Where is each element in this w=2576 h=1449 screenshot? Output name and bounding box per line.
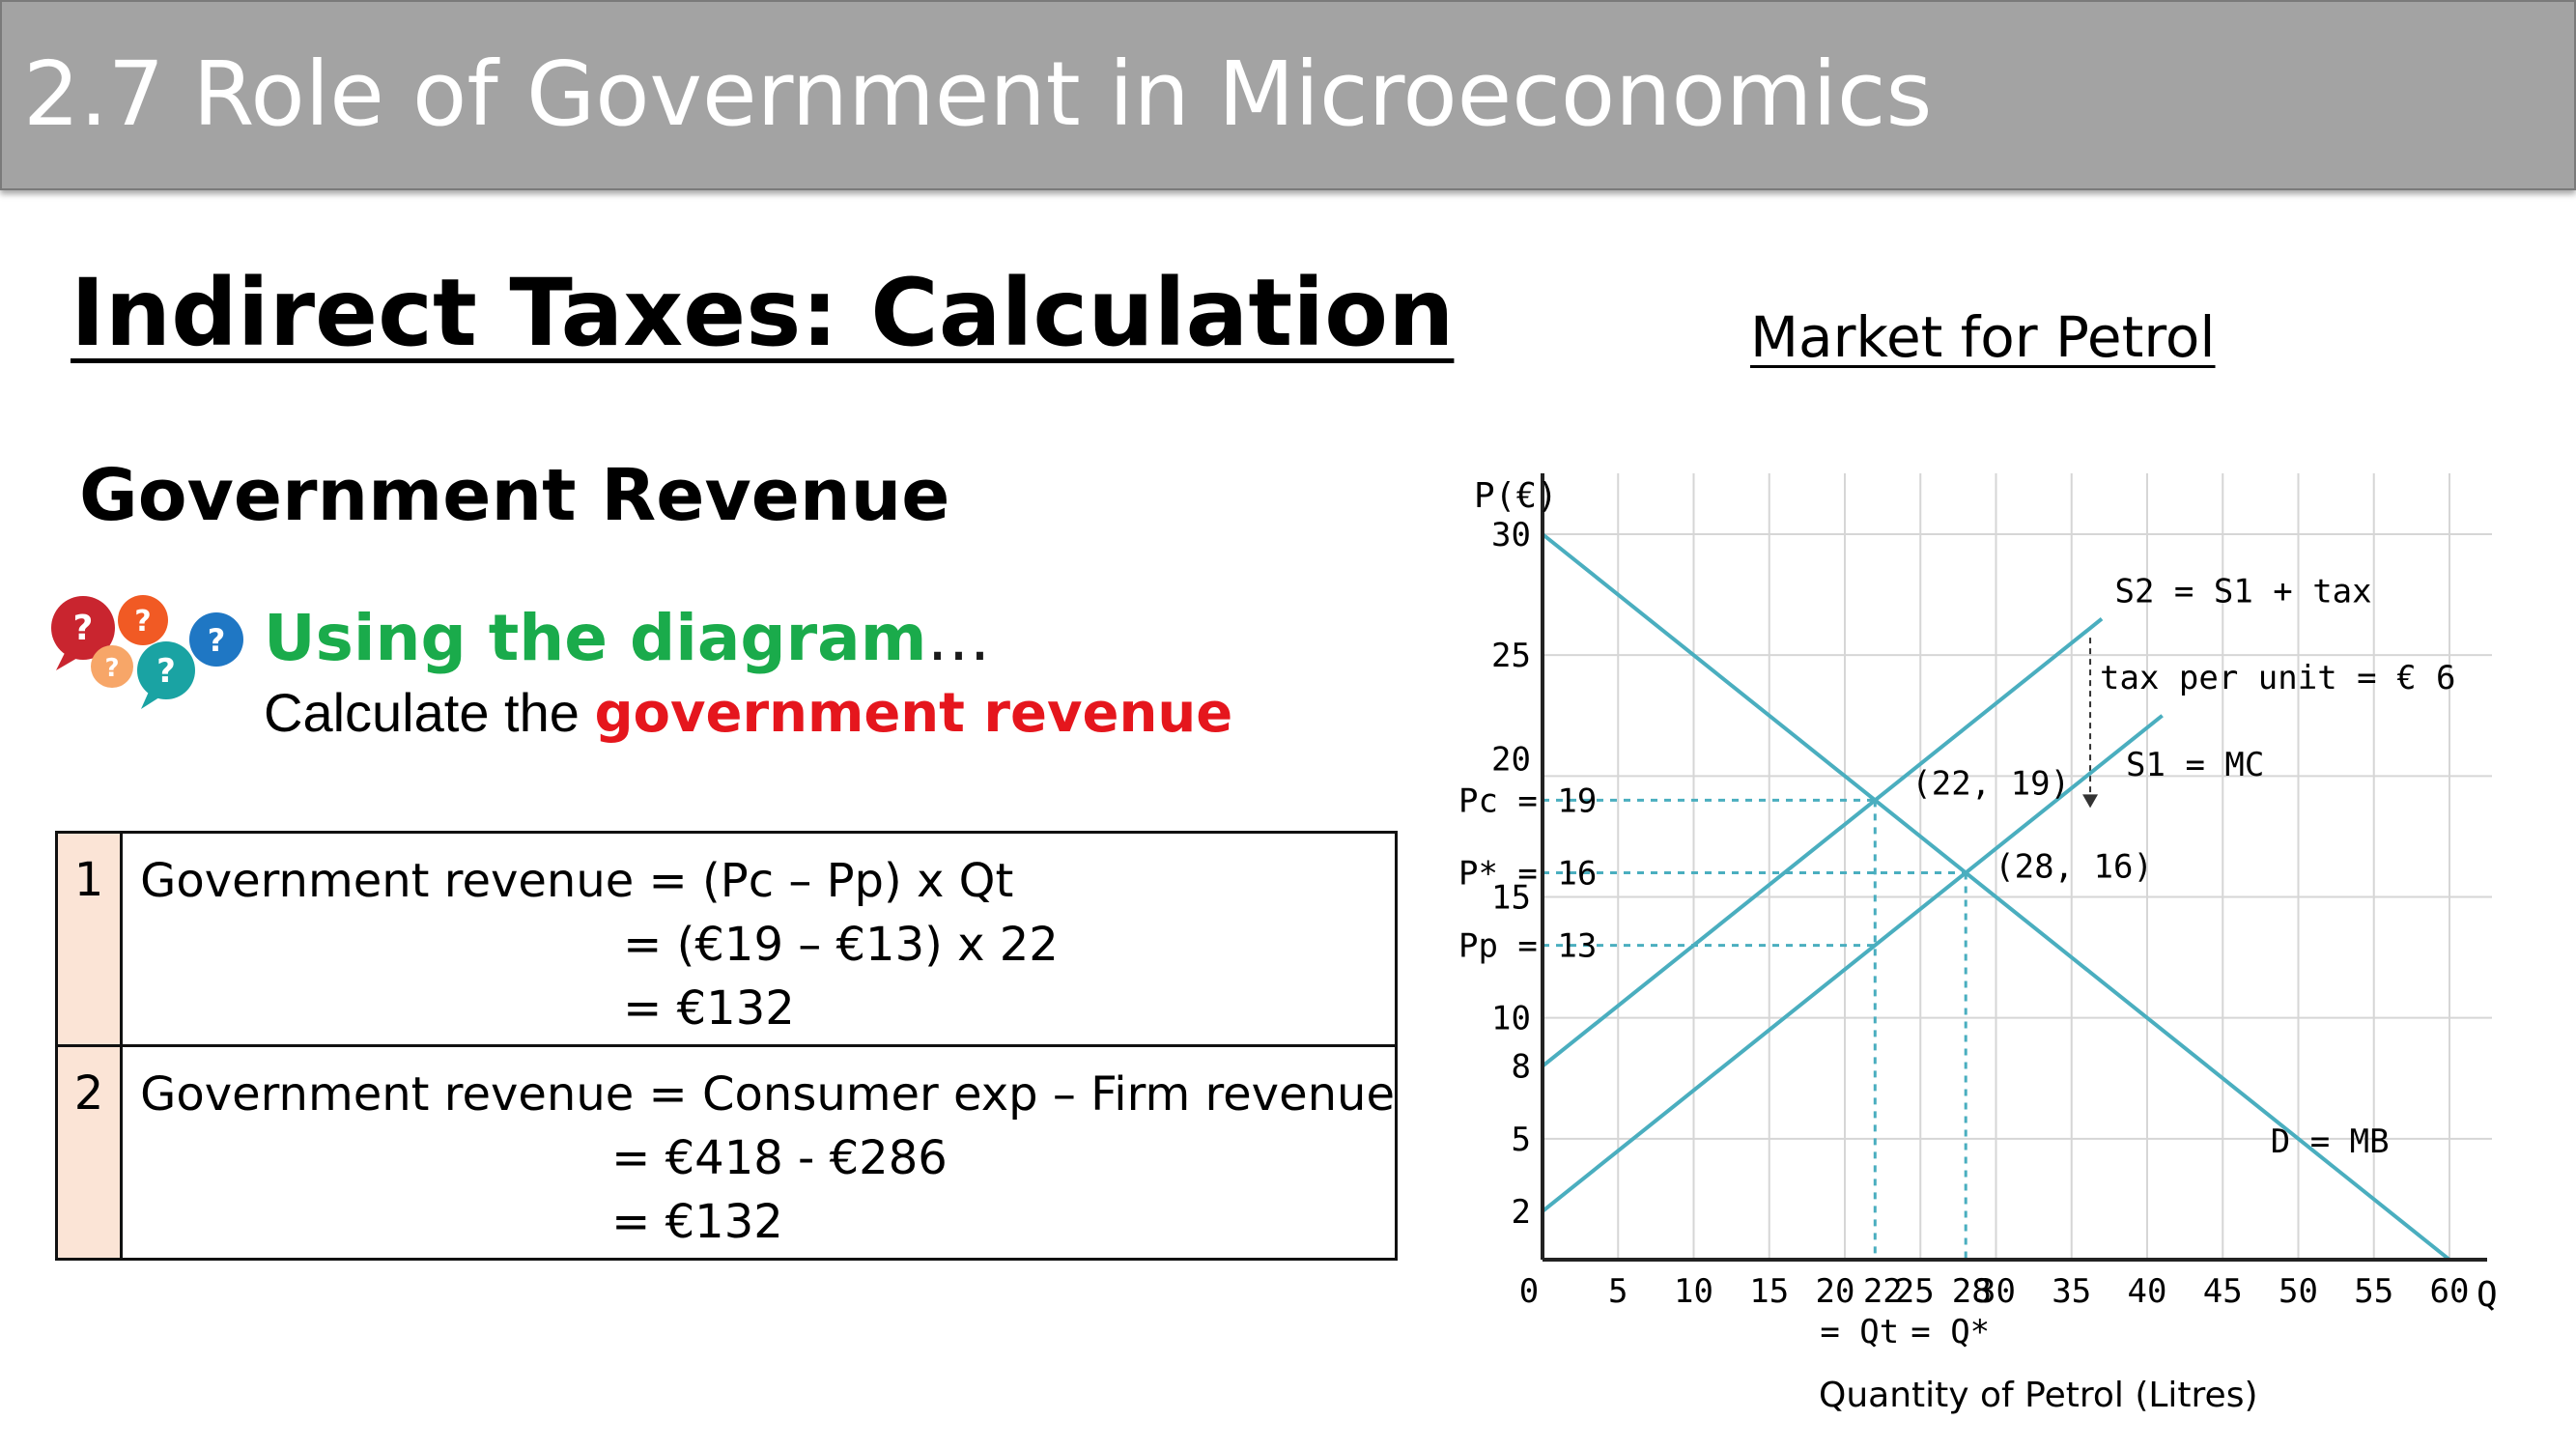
prompt-ellipsis: … xyxy=(926,601,991,675)
y-tick-label: 8 xyxy=(1512,1048,1531,1087)
calc-line: = €132 xyxy=(623,981,795,1036)
y-tick-label: 25 xyxy=(1491,637,1531,675)
section-subtitle: Government Revenue xyxy=(79,454,950,537)
table-row: 2 Government revenue = Consumer exp – Fi… xyxy=(54,1044,1398,1261)
svg-text:?: ? xyxy=(73,609,94,648)
y-tick-label: 20 xyxy=(1491,740,1531,779)
series-line xyxy=(1541,714,2164,1213)
y-tick-label: 5 xyxy=(1512,1121,1531,1159)
axis-layer xyxy=(1541,473,2487,1262)
series-label: D = MB xyxy=(2271,1122,2390,1161)
instruction-highlight: government revenue xyxy=(594,682,1233,745)
diagram-prompt: Using the diagram… xyxy=(264,601,991,675)
y-tick-label: 10 xyxy=(1491,1000,1531,1038)
price-marker-label: P* = 16 xyxy=(1458,854,1597,893)
tax-arrow-head xyxy=(2082,794,2099,809)
series-line xyxy=(1541,532,2451,1262)
header-banner: 2.7 Role of Government in Microeconomics xyxy=(0,0,2576,190)
question-bubbles-icon: ? ? ? ? ? xyxy=(51,595,243,709)
quantity-marker-label: = Q* xyxy=(1911,1313,1990,1351)
row-calculation: Government revenue = (Pc – Pp) x Qt = (€… xyxy=(120,831,1398,1047)
tax-annotation: tax per unit = € 6 xyxy=(2100,659,2455,697)
marker-layer xyxy=(1543,638,2099,1260)
quantity-marker-label: = Qt xyxy=(1820,1313,1899,1351)
x-tick-label: 25 xyxy=(1895,1272,1935,1311)
graph-title: Market for Petrol xyxy=(1750,304,2216,370)
svg-text:?: ? xyxy=(208,622,226,659)
y-axis-label: P(€) xyxy=(1474,476,1558,516)
svg-text:?: ? xyxy=(134,605,151,639)
y-tick-label: 15 xyxy=(1491,879,1531,918)
calc-line: = €132 xyxy=(611,1195,783,1249)
calc-line: = (€19 – €13) x 22 xyxy=(623,918,1059,972)
x-tick-label: 5 xyxy=(1608,1272,1628,1311)
svg-text:?: ? xyxy=(156,652,176,691)
x-axis-label: Q xyxy=(2477,1275,2498,1315)
x-tick-label: 35 xyxy=(2052,1272,2091,1311)
x-tick-label: 55 xyxy=(2354,1272,2393,1311)
x-tick-label: 50 xyxy=(2279,1272,2318,1311)
row-number: 1 xyxy=(54,831,124,1047)
series-label: S2 = S1 + tax xyxy=(2115,573,2372,611)
calc-line: Government revenue = (Pc – Pp) x Qt xyxy=(140,854,1014,908)
table-row: 1 Government revenue = (Pc – Pp) x Qt = … xyxy=(54,831,1398,1047)
instruction-prefix: Calculate the xyxy=(264,682,580,743)
x-tick-label: 0 xyxy=(1519,1272,1539,1311)
page-title: Indirect Taxes: Calculation xyxy=(71,259,1455,367)
x-tick-label: 28 xyxy=(1952,1272,1992,1311)
x-tick-label: 60 xyxy=(2430,1272,2470,1311)
calculation-table: 1 Government revenue = (Pc – Pp) x Qt = … xyxy=(54,831,1398,1261)
x-tick-label: 45 xyxy=(2203,1272,2243,1311)
price-marker-label: Pp = 13 xyxy=(1458,927,1597,966)
series-layer xyxy=(1541,532,2451,1262)
calc-line: = €418 - €286 xyxy=(611,1131,948,1185)
y-tick-label: 30 xyxy=(1491,516,1531,554)
x-axis-caption: Quantity of Petrol (Litres) xyxy=(1819,1376,2258,1415)
grid-layer xyxy=(1543,473,2492,1260)
svg-text:?: ? xyxy=(104,654,119,683)
series-label: S1 = MC xyxy=(2126,746,2264,784)
point-label: (22, 19) xyxy=(1911,764,2070,803)
x-tick-label: 10 xyxy=(1674,1272,1713,1311)
x-tick-label: 15 xyxy=(1749,1272,1789,1311)
row-number: 2 xyxy=(54,1044,124,1261)
instruction-text: Calculate the government revenue xyxy=(264,681,1232,745)
row-calculation: Government revenue = Consumer exp – Firm… xyxy=(120,1044,1398,1261)
price-marker-label: Pc = 19 xyxy=(1458,781,1597,820)
header-title: 2.7 Role of Government in Microeconomics xyxy=(23,43,1933,146)
label-layer: P(€) Q Pc = 19 P* = 16 Pp = 13 = Qt = Q* D = MB… xyxy=(1458,476,2498,1351)
point-label: (28, 16) xyxy=(1995,847,2153,886)
calc-line: Government revenue = Consumer exp – Firm… xyxy=(140,1067,1395,1122)
x-tick-label: 40 xyxy=(2128,1272,2167,1311)
x-tick-label: 20 xyxy=(1816,1272,1855,1311)
y-tick-label: 2 xyxy=(1512,1193,1531,1232)
prompt-label: Using the diagram xyxy=(264,601,927,675)
x-tick-label: 22 xyxy=(1863,1272,1903,1311)
series-line xyxy=(1541,617,2104,1068)
x-tick-label: 30 xyxy=(1976,1272,2016,1311)
